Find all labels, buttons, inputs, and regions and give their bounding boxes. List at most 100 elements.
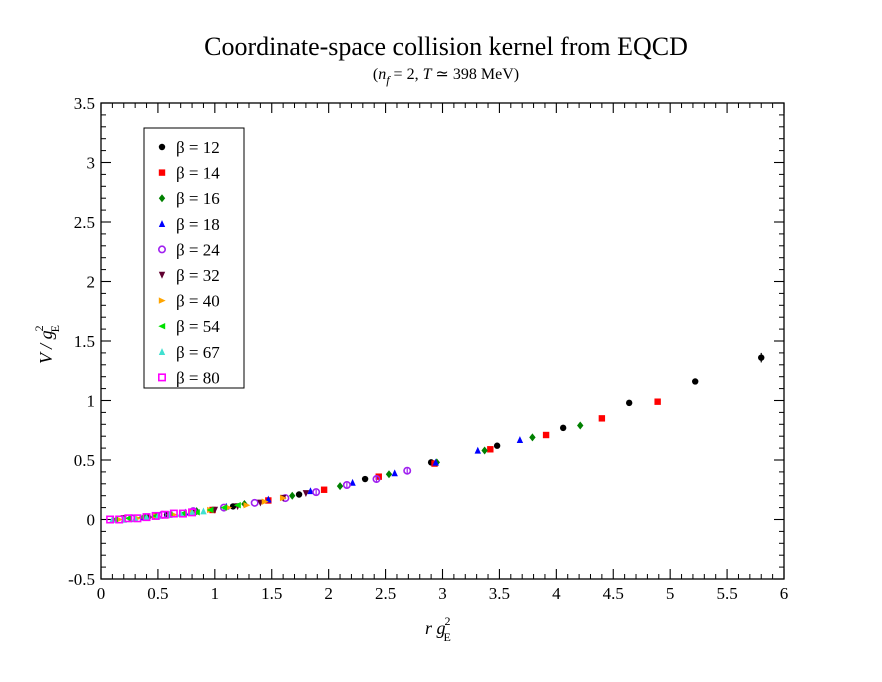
legend-label: β = 14 xyxy=(176,164,220,183)
y-tick-label: 2 xyxy=(87,273,96,292)
y-axis-label: V / g2 E xyxy=(32,325,62,364)
x-tick-label: 3 xyxy=(438,584,447,603)
y-tick-label: -0.5 xyxy=(68,570,95,589)
x-tick-label: 1.5 xyxy=(261,584,282,603)
data-point xyxy=(577,421,584,430)
series-3 xyxy=(145,421,584,522)
legend-label: β = 67 xyxy=(176,343,220,362)
x-tick-label: 5 xyxy=(666,584,675,603)
data-point xyxy=(349,478,356,486)
chart-subtitle: (nf = 2, T ≃ 398 MeV) xyxy=(373,66,519,87)
y-tick-label: 0 xyxy=(87,511,96,530)
data-point xyxy=(487,446,494,453)
data-point xyxy=(261,498,269,505)
legend-marker xyxy=(158,348,166,355)
legend-label: β = 40 xyxy=(176,292,220,311)
data-point xyxy=(133,514,142,523)
data-point xyxy=(432,458,439,466)
legend-marker xyxy=(158,220,166,227)
subtitle-rest: ≃ 398 MeV) xyxy=(431,66,519,83)
data-point xyxy=(654,398,661,405)
data-point xyxy=(481,446,488,455)
data-point xyxy=(265,495,272,503)
series-10 xyxy=(106,508,197,524)
x-tick-label: 1 xyxy=(211,584,220,603)
legend-label: β = 12 xyxy=(176,138,220,157)
data-point xyxy=(229,503,237,510)
chart-title: Coordinate-space collision kernel from E… xyxy=(204,32,688,61)
data-point xyxy=(403,466,412,475)
data-point xyxy=(142,513,151,522)
data-point xyxy=(372,475,381,484)
data-point xyxy=(493,442,501,449)
svg-text:r g2E: r g2 E xyxy=(425,614,451,644)
y-tick-label: 1.5 xyxy=(74,332,95,351)
x-tick-label: 2.5 xyxy=(375,584,396,603)
subtitle-mid: = 2, xyxy=(390,66,423,83)
x-tick-label: 4.5 xyxy=(603,584,624,603)
data-point xyxy=(342,480,351,489)
data-point xyxy=(279,494,287,502)
legend-marker xyxy=(158,194,166,203)
x-tick-label: 6 xyxy=(780,584,789,603)
data-point xyxy=(220,504,228,511)
y-axis-label-sup: 2 xyxy=(32,325,46,331)
data-point xyxy=(124,515,132,522)
series-1 xyxy=(163,352,765,518)
legend-marker xyxy=(158,245,167,254)
subtitle-open: ( xyxy=(373,66,378,83)
legend-label: β = 18 xyxy=(176,215,220,234)
data-point xyxy=(233,502,241,509)
data-point xyxy=(559,424,567,432)
data-point xyxy=(160,510,169,519)
legend-marker xyxy=(158,297,166,304)
data-point xyxy=(200,507,207,515)
svg-text:V / g2E: V / g2 E xyxy=(32,325,62,364)
x-axis-label: r g2 E xyxy=(425,614,451,644)
data-point xyxy=(188,508,196,516)
legend-label: β = 16 xyxy=(176,189,220,208)
y-tick-label: 3.5 xyxy=(74,94,95,113)
data-point xyxy=(295,491,303,498)
data-point xyxy=(192,509,200,516)
x-axis-label-sup: 2 xyxy=(445,614,451,628)
legend-label: β = 54 xyxy=(176,317,220,336)
data-point xyxy=(758,354,765,361)
data-point xyxy=(206,506,214,514)
data-point xyxy=(289,491,296,500)
legend-marker xyxy=(158,169,166,176)
data-point xyxy=(143,513,150,521)
data-point xyxy=(320,486,328,493)
y-tick-label: 3 xyxy=(87,154,96,173)
data-point xyxy=(542,431,550,439)
y-axis-label-var: V / g xyxy=(36,330,56,364)
data-point xyxy=(188,508,197,517)
legend-marker xyxy=(158,373,167,382)
data-point xyxy=(474,446,481,454)
data-point xyxy=(307,487,314,495)
data-point xyxy=(312,488,321,497)
subtitle-T: T xyxy=(423,66,433,83)
y-axis-label-sub: E xyxy=(48,325,62,332)
data-point xyxy=(169,509,178,518)
legend-label: β = 32 xyxy=(176,266,220,285)
data-point xyxy=(124,514,133,523)
data-point xyxy=(145,513,153,522)
x-tick-label: 0 xyxy=(97,584,106,603)
y-tick-label: 0.5 xyxy=(74,451,95,470)
data-point xyxy=(385,470,393,479)
legend-marker xyxy=(158,271,166,279)
data-point xyxy=(178,509,187,518)
data-point xyxy=(302,490,310,498)
legend: β = 12 β = 14 β = 16 β = 18 β = 24 β = 32 β = … xyxy=(143,127,245,389)
data-point xyxy=(151,511,160,520)
data-point xyxy=(625,399,633,407)
axes-ticks: 0 0.5 1 1.5 2 2.5 3 3.5 4 4.5 5 5.5 6-0.500.511.522.… xyxy=(68,94,788,603)
x-tick-label: 4 xyxy=(552,584,561,603)
plot-frame xyxy=(100,102,785,580)
data-point xyxy=(179,510,187,517)
x-axis-label-sub: E xyxy=(444,630,451,644)
data-point xyxy=(529,433,536,442)
data-point xyxy=(243,502,251,509)
data-point xyxy=(336,482,344,491)
